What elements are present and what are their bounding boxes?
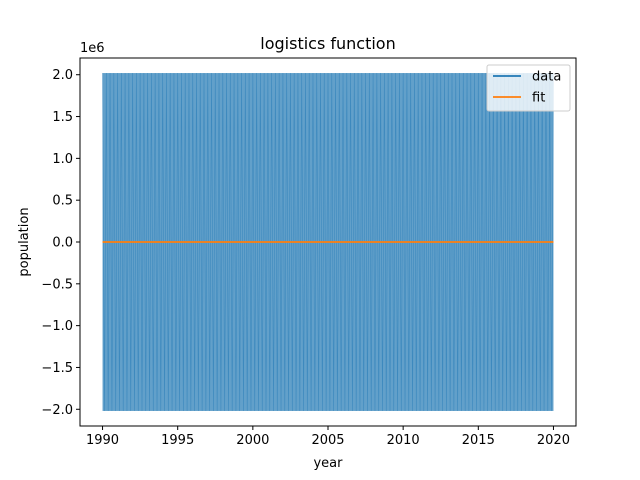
y-axis-label: population [17, 207, 32, 276]
legend-label-fit: fit [532, 91, 545, 106]
series-data-line [102, 73, 554, 411]
y-tick-label: 1.0 [52, 152, 73, 167]
x-tick-label: 2005 [311, 433, 344, 448]
x-tick-label: 2015 [462, 433, 495, 448]
y-tick-label: −1.0 [41, 319, 73, 334]
axes-frame [79, 57, 577, 427]
y-tick-label: −2.0 [41, 403, 73, 418]
x-tick-label: 2010 [387, 433, 420, 448]
y-axis-offset-label: 1e6 [80, 41, 105, 56]
y-tick-label: 0.0 [52, 236, 73, 251]
x-axis-label: year [313, 456, 343, 471]
x-tick-label: 2000 [236, 433, 269, 448]
y-tick-label: −0.5 [41, 277, 73, 292]
x-tick-label: 1995 [161, 433, 194, 448]
x-axis-ticks: 1990 1995 2000 2005 2010 2015 2020 [86, 426, 570, 448]
x-tick-label: 2020 [537, 433, 570, 448]
y-tick-label: −1.5 [41, 361, 73, 376]
chart-title: logistics function [260, 34, 395, 53]
x-tick-label: 1990 [86, 433, 119, 448]
legend-label-data: data [532, 70, 561, 85]
y-tick-label: 1.5 [52, 110, 73, 125]
y-tick-label: 0.5 [52, 194, 73, 209]
plot-area [102, 73, 554, 411]
y-tick-label: 2.0 [52, 68, 73, 83]
legend: data fit [486, 64, 571, 112]
y-axis-ticks: −2.0 −1.5 −1.0 −0.5 0.0 0.5 1.0 1.5 2.0 [41, 68, 80, 418]
